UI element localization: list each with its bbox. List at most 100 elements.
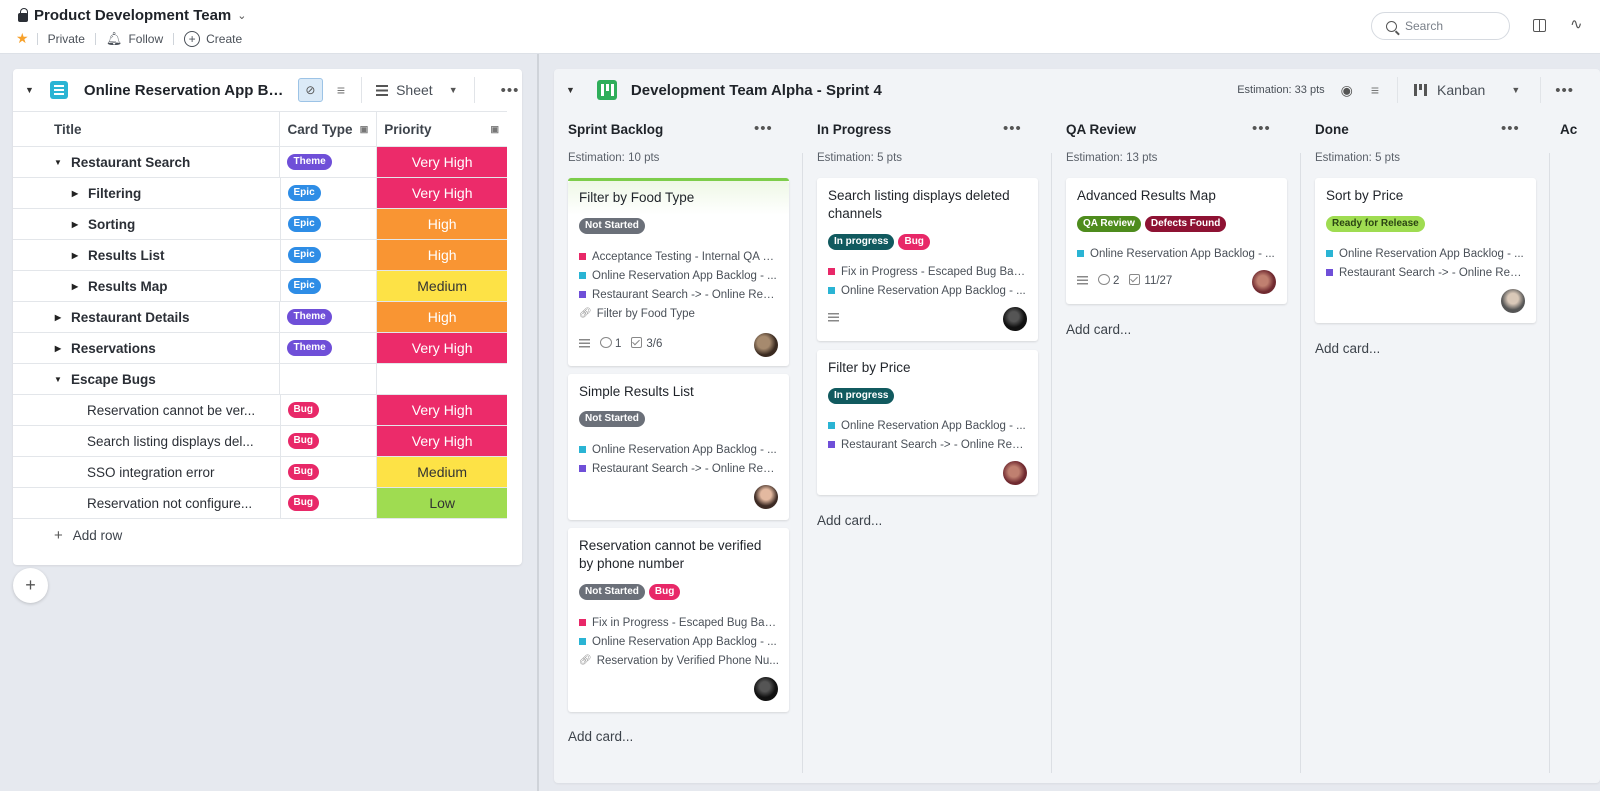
column-header-title[interactable]: Title [13,112,281,146]
column-title[interactable]: Ac [1560,122,1578,137]
collapse-row-icon[interactable]: ▼ [54,374,62,384]
filter-icon[interactable]: ≡ [336,82,346,98]
linked-item[interactable]: Fix in Progress - Escaped Bug Back... [828,262,1028,281]
kanban-title[interactable]: Development Team Alpha - Sprint 4 [630,81,882,99]
linked-item[interactable]: Restaurant Search -> - Online Rese... [579,285,779,304]
row-title-cell[interactable]: Search listing displays del... [13,426,281,456]
column-title[interactable]: QA Review [1066,122,1137,137]
linked-item[interactable]: 🔗︎ Reservation by Verified Phone Nu... [579,651,779,670]
avatar[interactable] [754,333,778,357]
collapse-icon[interactable]: ▼ [566,85,575,95]
row-title-cell[interactable]: ▶ Sorting [13,209,281,239]
side-panel-icon[interactable] [1533,19,1546,32]
avatar[interactable] [754,485,778,509]
priority-cell[interactable]: Medium [377,271,508,301]
priority-cell[interactable]: High [377,209,508,239]
checklist-progress[interactable]: 3/6 [631,337,662,350]
column-more-icon[interactable]: ••• [1003,120,1022,137]
priority-cell[interactable]: Very High [377,426,507,456]
row-title-cell[interactable]: ▶ Results List [13,240,281,270]
card-type-cell[interactable] [280,364,378,394]
card-type-cell[interactable]: Epic [281,271,378,301]
hide-fields-icon[interactable]: ⊘ [297,78,323,102]
row-title-cell[interactable]: SSO integration error [13,457,281,487]
linked-item[interactable]: Restaurant Search -> - Online Rese... [579,459,779,478]
card-type-cell[interactable]: Bug [281,488,378,518]
table-row[interactable]: ▶ Sorting Epic High [13,209,508,240]
column-header-card-type[interactable]: Card Type ▣ [280,112,378,146]
sheet-view-icon[interactable] [376,84,389,96]
table-row[interactable]: SSO integration error Bug Medium [13,457,507,488]
kanban-card[interactable]: Reservation cannot be verified by phone … [568,528,789,712]
row-title-cell[interactable]: ▶ Reservations [13,333,281,363]
kanban-card[interactable]: Search listing displays deleted channels… [817,178,1038,341]
plus-circle-icon[interactable]: + [184,30,201,47]
more-options-icon[interactable]: ••• [500,81,520,99]
add-card-button[interactable]: Add card... [817,513,883,528]
add-panel-button[interactable]: + [13,568,48,603]
priority-cell[interactable]: High [377,240,508,270]
add-card-button[interactable]: Add card... [1315,341,1381,356]
kanban-card[interactable]: Simple Results List Not Started Online R… [568,374,789,520]
table-row[interactable]: ▶ Restaurant Details Theme High [13,302,507,333]
caret-down-icon[interactable]: ▼ [1511,85,1521,95]
column-header-priority[interactable]: Priority ▣ [377,112,507,146]
avatar[interactable] [1003,461,1027,485]
panel-resize-handle[interactable] [537,54,539,791]
linked-item[interactable]: Online Reservation App Backlog - ... [579,440,779,459]
column-menu-icon[interactable]: ▣ [359,123,369,134]
kanban-view-icon[interactable] [1414,84,1427,96]
add-card-button[interactable]: Add card... [1066,322,1132,337]
table-row[interactable]: Reservation not configure... Bug Low [13,488,507,519]
caret-down-icon[interactable]: ▼ [448,85,458,95]
avatar[interactable] [1252,270,1276,294]
priority-cell[interactable]: Medium [377,457,507,487]
kanban-card[interactable]: Advanced Results Map QA Review Defects F… [1066,178,1287,304]
activity-icon[interactable]: ∿ [1570,16,1583,33]
collapse-row-icon[interactable]: ▼ [54,157,62,167]
priority-cell[interactable] [377,364,507,394]
row-title-cell[interactable]: ▼ Restaurant Search [13,147,281,177]
card-type-cell[interactable]: Theme [280,147,378,177]
star-icon[interactable]: ★ [16,30,29,46]
row-title-cell[interactable]: ▶ Filtering [13,178,281,208]
row-title-cell[interactable]: ▶ Restaurant Details [13,302,281,332]
expand-row-icon[interactable]: ▶ [71,188,79,198]
checklist-progress[interactable]: 11/27 [1129,274,1172,287]
filter-icon[interactable]: ≡ [1370,82,1380,98]
page-title-row[interactable]: Product Development Team ⌄ [18,7,246,24]
more-options-icon[interactable]: ••• [1555,81,1574,99]
page-title[interactable]: Product Development Team [34,7,232,24]
card-type-cell[interactable]: Bug [281,395,378,425]
card-type-cell[interactable]: Epic [281,178,378,208]
table-row[interactable]: ▶ Filtering Epic Very High [13,178,508,209]
linked-item[interactable]: Online Reservation App Backlog - ... [579,632,779,651]
avatar[interactable] [1003,307,1027,331]
kanban-card[interactable]: Filter by Food Type Not Started Acceptan… [568,178,789,366]
collapse-icon[interactable]: ▼ [25,85,34,95]
expand-row-icon[interactable]: ▶ [54,343,62,353]
search-input[interactable]: Search [1371,12,1510,40]
linked-item[interactable]: Online Reservation App Backlog - ... [1077,244,1277,263]
table-row[interactable]: ▼ Restaurant Search Theme Very High [13,147,507,178]
add-card-button[interactable]: Add card... [568,729,634,744]
eye-icon[interactable]: ◉ [1340,81,1353,98]
priority-cell[interactable]: Low [377,488,507,518]
priority-cell[interactable]: Very High [377,395,507,425]
view-switcher[interactable]: Sheet [396,82,433,98]
column-title[interactable]: Done [1315,122,1349,137]
column-title[interactable]: In Progress [817,122,892,137]
column-menu-icon[interactable]: ▣ [490,123,500,134]
kanban-card[interactable]: Filter by Price In progress Online Reser… [817,350,1038,495]
priority-cell[interactable]: Very High [377,147,507,177]
bell-icon[interactable]: 🔔︎ [105,30,123,46]
column-more-icon[interactable]: ••• [1501,120,1520,137]
priority-cell[interactable]: High [377,302,507,332]
row-title-cell[interactable]: ▼ Escape Bugs [13,364,281,394]
column-more-icon[interactable]: ••• [754,120,773,137]
linked-item[interactable]: Online Reservation App Backlog - ... [828,416,1028,435]
linked-item[interactable]: Restaurant Search -> - Online Rese... [828,435,1028,454]
sheet-title[interactable]: Online Reservation App Ba... [83,81,284,99]
linked-item[interactable]: Online Reservation App Backlog - ... [1326,244,1526,263]
card-type-cell[interactable]: Bug [281,457,378,487]
